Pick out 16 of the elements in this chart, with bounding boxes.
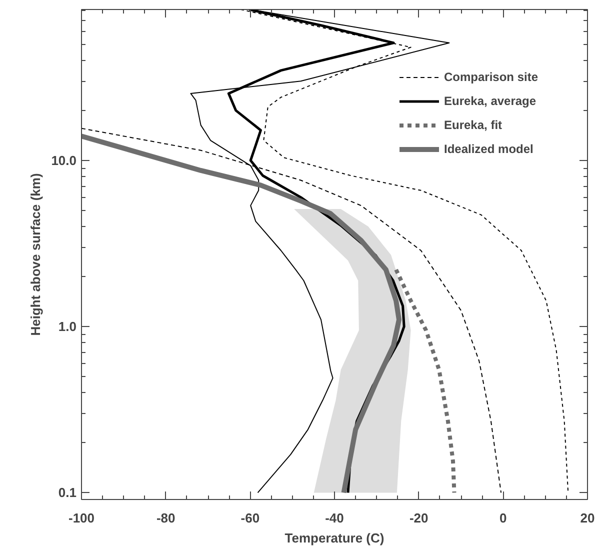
- x-tick-label: -100: [68, 510, 95, 526]
- x-tick-label: 0: [500, 510, 507, 526]
- x-tick-label: -80: [156, 510, 176, 526]
- legend-label: Idealized model: [444, 142, 534, 156]
- x-tick-label: -20: [409, 510, 428, 526]
- legend-label: Comparison site: [444, 70, 538, 84]
- x-tick-label: -40: [325, 510, 344, 526]
- y-tick-label: 10.0: [51, 152, 77, 168]
- y-tick-label: 1.0: [58, 319, 77, 334]
- legend-label: Eureka, fit: [444, 118, 502, 132]
- legend-label: Eureka, average: [444, 94, 536, 108]
- x-tick-label: 20: [580, 510, 595, 526]
- y-axis-title: Height above surface (km): [28, 173, 44, 336]
- x-tick-label: -60: [240, 510, 260, 526]
- x-axis-title: Temperature (C): [284, 530, 384, 546]
- y-tick-label: 0.1: [58, 485, 77, 500]
